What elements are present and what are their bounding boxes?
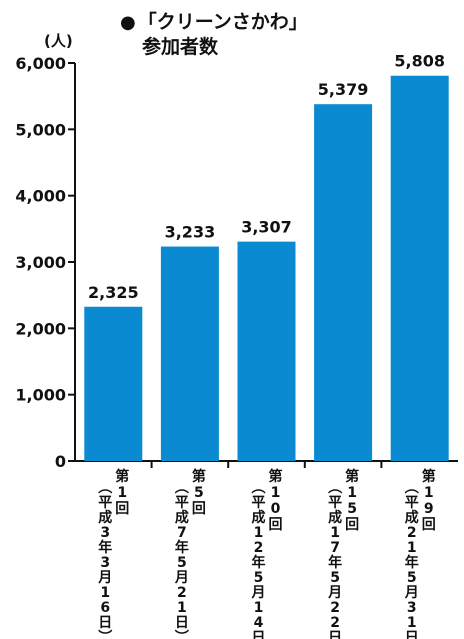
category-label-char: 日 — [405, 630, 419, 639]
bar — [314, 104, 373, 462]
category-label-char: 5 — [177, 555, 187, 571]
bar — [390, 75, 449, 462]
category-label-char: 成 — [405, 509, 419, 526]
category-label-char: 日 — [98, 615, 112, 631]
category-label-char: 3 — [100, 525, 110, 541]
category-label-char: 2 — [330, 615, 340, 631]
y-tick-label: 6,000 — [15, 54, 66, 73]
category-label-char: 回 — [115, 501, 129, 517]
category-label-char: 2 — [330, 600, 340, 616]
y-tick-label: 2,000 — [15, 319, 66, 338]
category-label-char: 年 — [252, 554, 266, 571]
bullet-marker: ● — [120, 12, 136, 33]
category-label-char: ︵ — [97, 480, 112, 496]
category-label-char: 1 — [424, 485, 434, 501]
category-label-char: 成 — [328, 509, 342, 526]
category-label-char: 年 — [175, 539, 189, 556]
category-label-char: 2 — [254, 540, 264, 556]
category-label-char: 平 — [405, 495, 419, 511]
category-label-char: 回 — [345, 517, 359, 533]
chart-title: ● 「クリーンさかわ」 参加者数 — [120, 10, 308, 59]
category-label-char: 2 — [407, 525, 417, 541]
category-label-char: 平 — [98, 495, 112, 511]
category-label-char: ︵ — [404, 480, 419, 496]
y-tick-label: 3,000 — [15, 253, 66, 272]
category-label-char: 9 — [424, 501, 434, 517]
category-label-char: 年 — [328, 554, 342, 571]
category-label-char: 月 — [327, 585, 342, 601]
category-label-char: 7 — [330, 540, 340, 556]
category-label-char: 1 — [254, 600, 264, 616]
category-label-char: 平 — [175, 495, 189, 511]
chart-title-line1: 「クリーンさかわ」 — [137, 11, 308, 33]
bar-value-label: 2,325 — [88, 283, 139, 302]
category-label-char: 回 — [422, 517, 436, 533]
category-label-char: 平 — [328, 495, 342, 511]
category-label-char: 1 — [330, 525, 340, 541]
category-label-char: 月 — [174, 570, 189, 586]
category-label-char: 4 — [254, 615, 264, 631]
category-label-char: 6 — [100, 600, 110, 616]
category-label-char: 成 — [175, 509, 189, 526]
category-label-char: ︵ — [251, 480, 266, 496]
category-label-char: 1 — [407, 615, 417, 631]
category-label-char: 2 — [177, 585, 187, 601]
category-label-char: 月 — [404, 585, 419, 601]
category-label-char: 7 — [177, 525, 187, 541]
category-label-char: 3 — [407, 600, 417, 616]
category-label-char: ︶ — [174, 629, 189, 639]
y-tick-label: 5,000 — [15, 120, 66, 139]
category-label-char: 1 — [407, 540, 417, 556]
category-label-char: 月 — [251, 585, 266, 601]
bar — [237, 241, 296, 461]
category-label-char: 成 — [98, 509, 112, 526]
category-label-char: 5 — [330, 570, 340, 586]
bar-value-label: 5,379 — [318, 80, 369, 99]
category-label-char: 5 — [194, 485, 204, 501]
category-label-char: 5 — [347, 501, 357, 517]
bar — [84, 306, 143, 461]
category-label-char: 日 — [328, 630, 342, 639]
bar-value-label: 5,808 — [394, 52, 445, 71]
bar-value-label: 3,307 — [241, 218, 292, 237]
bar-value-label: 3,233 — [165, 223, 216, 242]
category-label-char: 1 — [271, 485, 281, 501]
category-label-char: 年 — [98, 539, 112, 556]
category-label-char: 1 — [177, 600, 187, 616]
category-label-char: 第 — [422, 468, 436, 485]
category-label-char: 1 — [117, 485, 127, 501]
category-label-char: 日 — [175, 615, 189, 631]
category-label-char: 平 — [252, 495, 266, 511]
category-label-char: 月 — [97, 570, 112, 586]
category-label-char: 回 — [192, 501, 206, 517]
category-label-char: 5 — [254, 570, 264, 586]
chart-title-line2: 参加者数 — [142, 36, 219, 58]
category-label-char: ︵ — [174, 480, 189, 496]
category-label-char: 年 — [405, 554, 419, 571]
category-label-char: 回 — [269, 517, 283, 533]
y-axis-unit-label: (人) — [44, 32, 73, 50]
category-label-char: 第 — [269, 468, 283, 485]
category-label-char: 第 — [192, 468, 206, 485]
category-label-char: 0 — [271, 501, 281, 517]
category-label-char: 日 — [252, 630, 266, 639]
category-label-char: 3 — [100, 555, 110, 571]
y-tick-label: 1,000 — [15, 386, 66, 405]
category-label-char: ︵ — [327, 480, 342, 496]
category-label-char: 1 — [254, 525, 264, 541]
category-label-char: 第 — [115, 468, 129, 485]
category-label-char: ︶ — [97, 629, 112, 639]
category-label-char: 成 — [252, 509, 266, 526]
y-tick-label: 0 — [55, 452, 66, 471]
category-label-char: 5 — [407, 570, 417, 586]
bar — [160, 246, 219, 461]
category-label-char: 第 — [345, 468, 359, 485]
category-label-char: 1 — [100, 585, 110, 601]
category-label-char: 1 — [347, 485, 357, 501]
y-tick-label: 4,000 — [15, 187, 66, 206]
